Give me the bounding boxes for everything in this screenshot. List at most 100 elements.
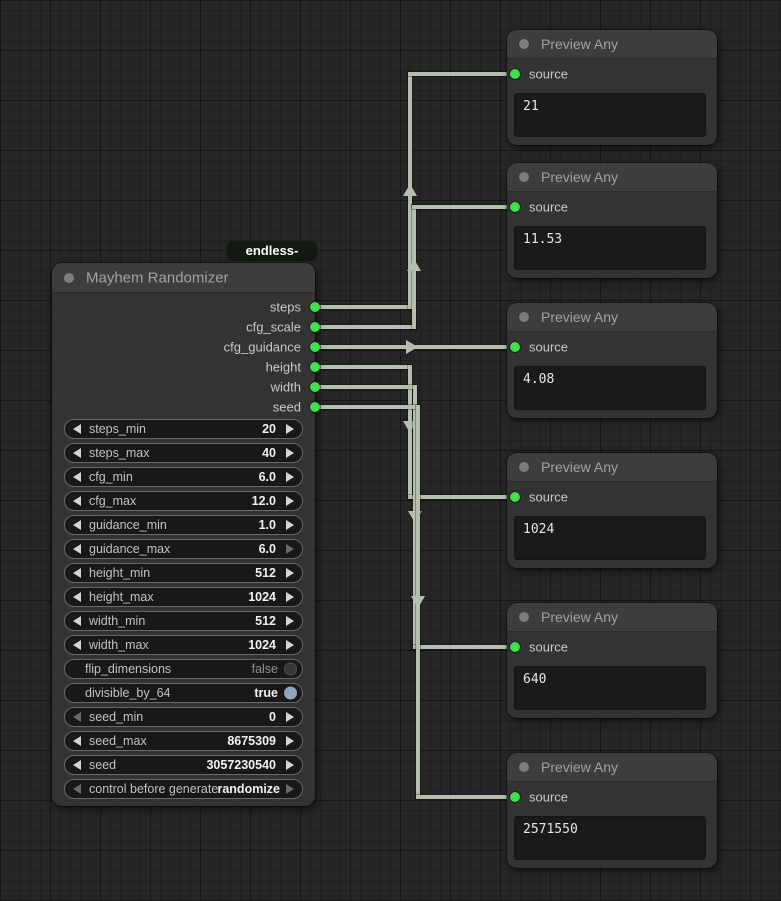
preview-output-textbox[interactable]: 1024 xyxy=(514,516,706,560)
decrement-arrow-icon[interactable] xyxy=(73,592,81,602)
widget-steps-max[interactable]: steps_max 40 xyxy=(64,443,303,463)
preview-any-node-5[interactable]: Preview Any source 640 xyxy=(507,603,717,718)
node-header[interactable]: Preview Any xyxy=(507,30,717,59)
collapse-dot-icon[interactable] xyxy=(519,312,529,322)
increment-arrow-icon[interactable] xyxy=(286,544,294,554)
collapse-dot-icon[interactable] xyxy=(64,272,74,283)
decrement-arrow-icon[interactable] xyxy=(73,760,81,770)
widget-value: 0 xyxy=(269,710,276,724)
input-port[interactable] xyxy=(510,202,520,212)
increment-arrow-icon[interactable] xyxy=(286,424,294,434)
widget-cfg-min[interactable]: cfg_min 6.0 xyxy=(64,467,303,487)
widget-steps-min[interactable]: steps_min 20 xyxy=(64,419,303,439)
input-port[interactable] xyxy=(510,492,520,502)
decrement-arrow-icon[interactable] xyxy=(73,784,81,794)
toggle-knob[interactable] xyxy=(284,662,297,676)
preview-output-textbox[interactable]: 4.08 xyxy=(514,366,706,410)
increment-arrow-icon[interactable] xyxy=(286,712,294,722)
decrement-arrow-icon[interactable] xyxy=(73,496,81,506)
increment-arrow-icon[interactable] xyxy=(286,760,294,770)
flow-arrow-right-icon xyxy=(406,340,418,354)
increment-arrow-icon[interactable] xyxy=(286,472,294,482)
collapse-dot-icon[interactable] xyxy=(519,39,529,49)
widget-height-min[interactable]: height_min 512 xyxy=(64,563,303,583)
widget-label: divisible_by_64 xyxy=(85,686,171,700)
node-header[interactable]: Preview Any xyxy=(507,163,717,192)
widget-control-before-generate[interactable]: control before generate randomize xyxy=(64,779,303,799)
preview-output-textbox[interactable]: 640 xyxy=(514,666,706,710)
widget-guidance-min[interactable]: guidance_min 1.0 xyxy=(64,515,303,535)
widget-width-max[interactable]: width_max 1024 xyxy=(64,635,303,655)
widget-seed-min[interactable]: seed_min 0 xyxy=(64,707,303,727)
output-row-width: width xyxy=(52,377,320,397)
increment-arrow-icon[interactable] xyxy=(286,568,294,578)
widget-label: cfg_max xyxy=(89,494,137,508)
preview-any-node-4[interactable]: Preview Any source 1024 xyxy=(507,453,717,568)
collapse-dot-icon[interactable] xyxy=(519,762,529,772)
output-port[interactable] xyxy=(310,322,320,332)
output-port[interactable] xyxy=(310,302,320,312)
decrement-arrow-icon[interactable] xyxy=(73,616,81,626)
widget-divisible-by-64[interactable]: divisible_by_64 true xyxy=(64,683,303,703)
node-header[interactable]: Mayhem Randomizer xyxy=(52,263,315,293)
preview-any-node-2[interactable]: Preview Any source 11.53 xyxy=(507,163,717,278)
preview-any-node-1[interactable]: Preview Any source 21 xyxy=(507,30,717,145)
increment-arrow-icon[interactable] xyxy=(286,784,294,794)
decrement-arrow-icon[interactable] xyxy=(73,448,81,458)
node-title: Preview Any xyxy=(541,609,619,625)
widget-guidance-max[interactable]: guidance_max 6.0 xyxy=(64,539,303,559)
preview-output-textbox[interactable]: 21 xyxy=(514,93,706,137)
decrement-arrow-icon[interactable] xyxy=(73,736,81,746)
widget-flip-dimensions[interactable]: flip_dimensions false xyxy=(64,659,303,679)
wire-segment xyxy=(412,205,514,209)
decrement-arrow-icon[interactable] xyxy=(73,712,81,722)
preview-any-node-6[interactable]: Preview Any source 2571550 xyxy=(507,753,717,868)
widget-seed-max[interactable]: seed_max 8675309 xyxy=(64,731,303,751)
node-title: Preview Any xyxy=(541,36,619,52)
node-header[interactable]: Preview Any xyxy=(507,303,717,332)
input-port[interactable] xyxy=(510,342,520,352)
increment-arrow-icon[interactable] xyxy=(286,448,294,458)
increment-arrow-icon[interactable] xyxy=(286,592,294,602)
preview-output-textbox[interactable]: 2571550 xyxy=(514,816,706,860)
increment-arrow-icon[interactable] xyxy=(286,640,294,650)
input-port[interactable] xyxy=(510,69,520,79)
mayhem-randomizer-node[interactable]: Mayhem Randomizer steps cfg_scale cfg_gu… xyxy=(52,263,320,806)
increment-arrow-icon[interactable] xyxy=(286,496,294,506)
decrement-arrow-icon[interactable] xyxy=(73,424,81,434)
input-port[interactable] xyxy=(510,792,520,802)
input-row-source: source xyxy=(507,637,717,657)
node-header[interactable]: Preview Any xyxy=(507,453,717,482)
preview-output-textbox[interactable]: 11.53 xyxy=(514,226,706,270)
widget-height-max[interactable]: height_max 1024 xyxy=(64,587,303,607)
widget-width-min[interactable]: width_min 512 xyxy=(64,611,303,631)
decrement-arrow-icon[interactable] xyxy=(73,520,81,530)
preview-any-node-3[interactable]: Preview Any source 4.08 xyxy=(507,303,717,418)
node-header[interactable]: Preview Any xyxy=(507,753,717,782)
output-port[interactable] xyxy=(310,382,320,392)
widget-cfg-max[interactable]: cfg_max 12.0 xyxy=(64,491,303,511)
widget-label: steps_min xyxy=(89,422,146,436)
flow-arrow-up-icon xyxy=(403,184,417,196)
increment-arrow-icon[interactable] xyxy=(286,736,294,746)
increment-arrow-icon[interactable] xyxy=(286,520,294,530)
decrement-arrow-icon[interactable] xyxy=(73,472,81,482)
output-port[interactable] xyxy=(310,402,320,412)
decrement-arrow-icon[interactable] xyxy=(73,568,81,578)
widget-seed[interactable]: seed 3057230540 xyxy=(64,755,303,775)
collapse-dot-icon[interactable] xyxy=(519,462,529,472)
output-label: height xyxy=(265,359,301,375)
input-port[interactable] xyxy=(510,642,520,652)
widget-label: width_max xyxy=(89,638,149,652)
output-port[interactable] xyxy=(310,362,320,372)
collapse-dot-icon[interactable] xyxy=(519,612,529,622)
node-header[interactable]: Preview Any xyxy=(507,603,717,632)
toggle-knob[interactable] xyxy=(284,686,297,700)
increment-arrow-icon[interactable] xyxy=(286,616,294,626)
decrement-arrow-icon[interactable] xyxy=(73,544,81,554)
decrement-arrow-icon[interactable] xyxy=(73,640,81,650)
input-label: source xyxy=(529,639,569,655)
collapse-dot-icon[interactable] xyxy=(519,172,529,182)
output-port[interactable] xyxy=(310,342,320,352)
